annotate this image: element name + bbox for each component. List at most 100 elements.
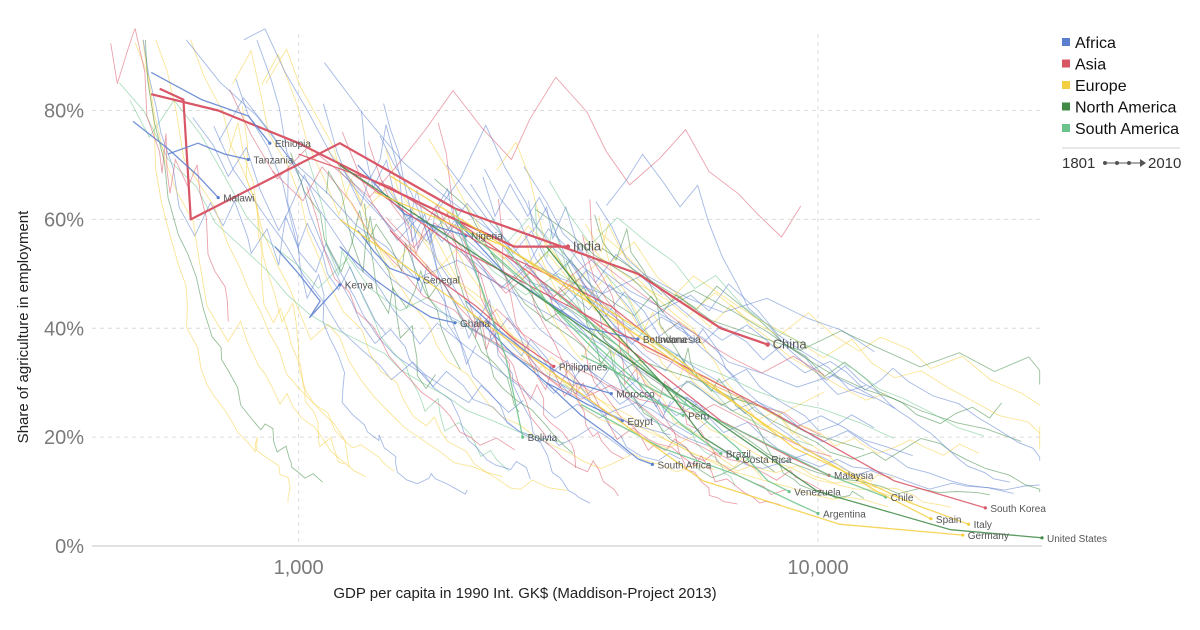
background-line-north-america bbox=[144, 39, 323, 483]
series-line-senegal[interactable] bbox=[357, 229, 419, 280]
background-line-south-america bbox=[119, 82, 565, 444]
country-label-united-states: United States bbox=[1047, 534, 1107, 545]
series-line-italy[interactable] bbox=[374, 191, 969, 525]
series-line-tanzania[interactable] bbox=[167, 142, 249, 161]
series-end-point-ghana bbox=[453, 321, 457, 325]
background-line-europe bbox=[428, 138, 824, 417]
background-line-north-america bbox=[435, 211, 574, 454]
background-line-africa bbox=[523, 166, 866, 396]
series-line-peru[interactable] bbox=[504, 246, 684, 416]
y-tick-label: 40% bbox=[44, 318, 84, 340]
background-line-africa bbox=[484, 168, 1014, 494]
country-label-malaysia: Malaysia bbox=[834, 471, 874, 482]
background-line-north-america bbox=[290, 152, 461, 370]
country-label-bolivia: Bolivia bbox=[528, 433, 558, 444]
country-label-senegal: Senegal bbox=[423, 275, 460, 286]
time-arrow-dot bbox=[1127, 161, 1131, 165]
country-label-china: China bbox=[773, 337, 808, 352]
country-label-peru: Peru bbox=[688, 411, 709, 422]
legend-label-europe[interactable]: Europe bbox=[1075, 78, 1127, 95]
background-line-asia bbox=[229, 76, 802, 238]
country-label-italy: Italy bbox=[974, 520, 992, 531]
legend: Africa Asia Europe North America South Ameri… bbox=[1062, 35, 1180, 149]
background-line-africa bbox=[235, 79, 549, 445]
x-tick-label: 10,000 bbox=[787, 557, 848, 579]
time-arrow-head-icon bbox=[1140, 159, 1146, 167]
background-line-europe bbox=[411, 225, 913, 503]
series-end-point-china bbox=[765, 342, 770, 347]
series-line-kenya[interactable] bbox=[274, 246, 341, 319]
series-line-nigeria[interactable] bbox=[357, 164, 467, 237]
series-line-argentina[interactable] bbox=[580, 403, 819, 514]
y-tick-label: 20% bbox=[44, 427, 84, 449]
series-line-south-africa[interactable] bbox=[545, 382, 653, 466]
legend-label-south-america[interactable]: South America bbox=[1075, 121, 1179, 138]
series-end-point-brazil bbox=[719, 451, 723, 456]
country-label-chile: Chile bbox=[891, 493, 914, 504]
y-axis-title: Share of agriculture in employment bbox=[15, 210, 32, 443]
legend-swatch-north-america bbox=[1062, 102, 1070, 111]
legend-label-africa[interactable]: Africa bbox=[1075, 35, 1116, 52]
background-line-europe bbox=[190, 39, 503, 478]
background-line-africa bbox=[287, 165, 468, 495]
background-line-asia bbox=[110, 28, 229, 322]
country-label-venezuela: Venezuela bbox=[794, 488, 841, 499]
y-tick-label: 80% bbox=[44, 101, 84, 123]
series-line-china[interactable] bbox=[159, 87, 769, 346]
series-line-germany[interactable] bbox=[339, 218, 963, 536]
series-line-south-korea[interactable] bbox=[339, 164, 986, 509]
series-line-venezuela[interactable] bbox=[545, 284, 790, 493]
background-line-africa bbox=[142, 39, 387, 335]
series-line-philippines[interactable] bbox=[389, 229, 555, 367]
country-label-india: India bbox=[573, 239, 602, 254]
background-line-africa bbox=[595, 201, 1041, 461]
series-end-point-south-korea bbox=[983, 506, 987, 510]
country-label-botswana: Botswana bbox=[643, 335, 687, 346]
series-line-ethiopia[interactable] bbox=[150, 71, 271, 144]
time-start-label: 1801 bbox=[1062, 155, 1095, 172]
background-line-europe bbox=[134, 42, 367, 478]
series-end-point-ethiopia bbox=[268, 141, 272, 145]
country-label-tanzania: Tanzania bbox=[253, 156, 293, 167]
time-arrow-dot bbox=[1103, 161, 1107, 165]
series-line-india[interactable] bbox=[150, 93, 568, 248]
background-line-africa bbox=[470, 183, 875, 432]
background-line-africa bbox=[336, 167, 875, 399]
series-line-ghana[interactable] bbox=[339, 246, 456, 324]
axes: GDP per capita in 1990 Int. GK$ (Maddiso… bbox=[15, 210, 717, 602]
series-line-indonesia[interactable] bbox=[298, 153, 653, 340]
background-line-north-america bbox=[601, 247, 1041, 385]
series-line-bolivia[interactable] bbox=[454, 208, 524, 438]
country-labels: India China Tanzania Malawi Ethiopia Kenya Nig… bbox=[223, 139, 1107, 545]
series-end-point-morocco bbox=[609, 391, 613, 396]
legend-swatch-europe bbox=[1062, 81, 1070, 89]
background-line-africa bbox=[606, 153, 1010, 483]
y-tick-label: 0% bbox=[55, 536, 84, 558]
series-end-point-philippines bbox=[552, 364, 556, 368]
background-line-asia bbox=[341, 131, 722, 458]
x-tick-label: 1,000 bbox=[274, 557, 324, 579]
series-line-morocco[interactable] bbox=[465, 300, 612, 395]
legend-label-north-america[interactable]: North America bbox=[1075, 100, 1176, 117]
country-label-kenya: Kenya bbox=[345, 281, 374, 292]
background-line-south-america bbox=[534, 203, 736, 487]
background-line-africa bbox=[482, 176, 739, 381]
series-line-united-states[interactable] bbox=[339, 164, 1043, 539]
background-line-europe bbox=[576, 258, 1040, 406]
legend-label-asia[interactable]: Asia bbox=[1075, 57, 1106, 74]
series-line-malaysia[interactable] bbox=[454, 218, 830, 476]
y-tick-label: 60% bbox=[44, 209, 84, 231]
series-end-point-peru bbox=[681, 413, 685, 417]
time-range-control[interactable]: 1801 2010 bbox=[1062, 155, 1181, 172]
background-line-africa bbox=[322, 103, 477, 366]
background-line-asia bbox=[306, 186, 515, 451]
background-line-asia bbox=[545, 283, 824, 492]
series-line-malawi[interactable] bbox=[132, 120, 219, 199]
background-line-europe bbox=[596, 228, 1041, 450]
series-line-chile[interactable] bbox=[580, 354, 886, 498]
series-line-spain[interactable] bbox=[389, 175, 932, 520]
background-line-south-america bbox=[304, 150, 510, 472]
background-line-south-america bbox=[548, 180, 984, 437]
